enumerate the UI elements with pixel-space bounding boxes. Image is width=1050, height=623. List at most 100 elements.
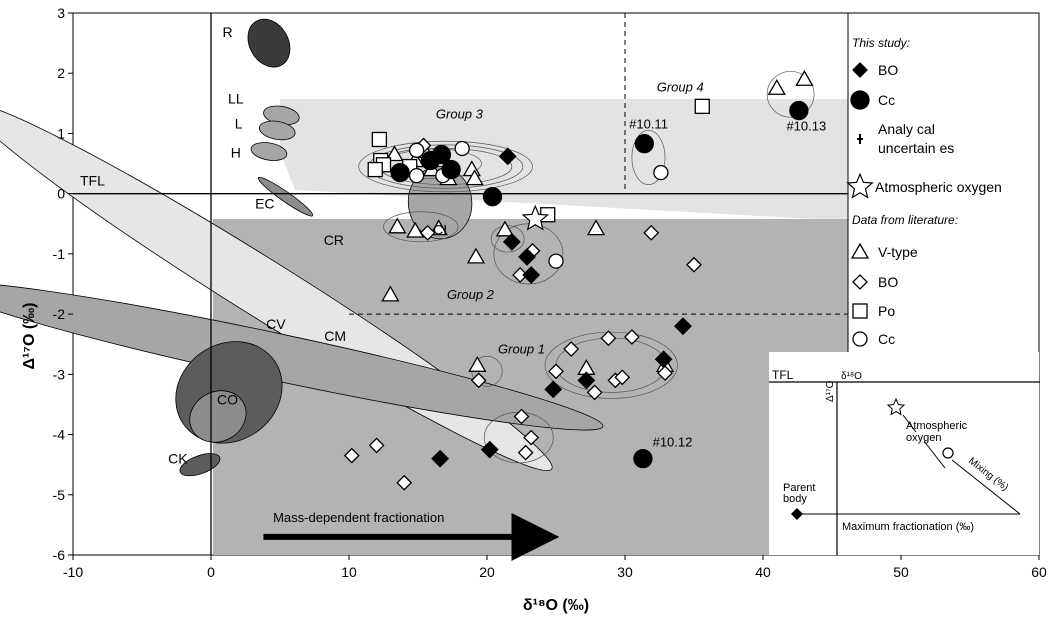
point-literature-bo (523, 429, 540, 446)
y-tick-label: -5 (53, 487, 66, 503)
contour-line (631, 130, 666, 185)
point-this-study-bo (431, 449, 449, 468)
point-literature-bo (614, 369, 631, 386)
legend-label: BO (878, 274, 898, 290)
point-literature-v-type (495, 220, 515, 237)
sample-annotation: #10.13 (786, 118, 826, 133)
legend-marker-filled-circle (850, 90, 870, 110)
point-atmospheric-oxygen (521, 204, 549, 231)
inset-dash-2 (923, 440, 946, 469)
legend-marker-filled-cross (857, 134, 863, 144)
x-tick-label: 20 (479, 564, 495, 580)
legend-marker-open-square (852, 303, 868, 319)
x-tick-label: 50 (893, 564, 909, 580)
point-literature-v-type (586, 219, 606, 236)
point-literature-bo (517, 444, 534, 461)
legend-label: Atmospheric oxygen (875, 179, 1002, 195)
field-h (250, 142, 288, 161)
inset-y-axis-label: Δ¹⁷O (825, 380, 836, 402)
legend-marker-open-triangle (850, 242, 870, 259)
legend-label: BO (878, 62, 898, 78)
point-literature-bo (643, 224, 660, 241)
legend-label: Po (878, 303, 895, 319)
field-co (189, 390, 247, 443)
inset-atm-label-1: Atmospheric (906, 420, 968, 432)
group-label: Group 4 (657, 79, 704, 94)
inset-tfl-label: TFL (772, 368, 794, 382)
field-ec (257, 176, 314, 217)
point-literature-v-type (385, 145, 404, 162)
field-label: H (231, 145, 241, 161)
legend-marker-open-circle (852, 331, 868, 347)
point-literature-v-type (468, 355, 487, 372)
point-this-study-cc (633, 448, 653, 469)
point-literature-bo (563, 341, 580, 357)
x-tick-label: 60 (1031, 564, 1047, 580)
point-literature-bo (419, 224, 436, 241)
field-r (247, 18, 291, 68)
field-label: LL (228, 90, 244, 106)
point-literature-v-type (406, 221, 425, 238)
field-label: CV (266, 316, 286, 332)
legend: This study: Data from literature: BO Cc An… (846, 12, 1040, 357)
field-label: CR (324, 232, 344, 248)
inset-x-axis-label: δ¹⁸O (841, 371, 862, 382)
point-literature-bo (470, 372, 487, 389)
field-label: EC (255, 196, 274, 212)
point-this-study-bo (674, 317, 692, 336)
point-this-study-cc (789, 100, 809, 121)
field-label: CK (168, 450, 188, 466)
point-this-study-bo (522, 266, 541, 284)
y-tick-label: 1 (57, 125, 65, 141)
x-tick-label: 10 (341, 564, 357, 580)
point-literature-bo (368, 437, 385, 454)
sample-annotation: #10.11 (629, 117, 668, 132)
legend-items: BO Cc Analy cal uncertain es Atmospheric oxy… (846, 62, 1002, 347)
inset-diamond-icon (791, 508, 803, 520)
point-literature-bo (586, 384, 603, 401)
legend-box (847, 12, 1040, 357)
legend-label: Cc (878, 331, 895, 347)
point-this-study-bo (654, 350, 673, 369)
point-literature-bo (343, 447, 360, 464)
inset-max-frac-label: Maximum fractionation (‰) (842, 521, 974, 533)
legend-label: Analy cal (878, 121, 935, 137)
field-label: R (222, 24, 232, 40)
y-tick-label: -6 (53, 547, 66, 563)
field-l (258, 120, 296, 141)
y-tick-label: 0 (57, 186, 65, 202)
point-literature-cc (548, 253, 564, 269)
inset-star-icon (886, 397, 906, 416)
x-tick-label: -10 (63, 564, 83, 580)
point-this-study-cc (482, 187, 503, 207)
inset-circle-icon (942, 447, 954, 459)
field-label: L (235, 116, 243, 132)
legend-header-literature: Data from literature: (852, 213, 958, 227)
point-literature-cc (408, 142, 425, 158)
legend-marker-open-diamond (852, 274, 868, 290)
point-literature-v-type (388, 217, 407, 234)
point-literature-po (694, 98, 710, 114)
inset-box (769, 352, 1039, 555)
field-label: CM (324, 328, 346, 344)
point-this-study-cc (390, 162, 410, 183)
field-label: CI (433, 222, 447, 238)
y-axis-label: Δ¹⁷O (‰) (21, 303, 38, 370)
point-this-study-bo (498, 147, 517, 166)
contour-line (544, 331, 678, 399)
inset-dash-1 (902, 414, 917, 433)
field-label: CO (217, 391, 238, 407)
point-literature-v-type (465, 169, 484, 186)
point-this-study-cc (441, 159, 461, 180)
point-this-study-cc (431, 144, 452, 165)
y-tick-label: -2 (53, 306, 66, 322)
data-points (343, 69, 814, 491)
point-literature-bo (548, 363, 564, 380)
sample-annotation: #10.12 (653, 435, 693, 450)
point-literature-po (367, 161, 383, 178)
point-literature-bo (513, 408, 530, 425)
legend-label: Cc (878, 92, 895, 108)
